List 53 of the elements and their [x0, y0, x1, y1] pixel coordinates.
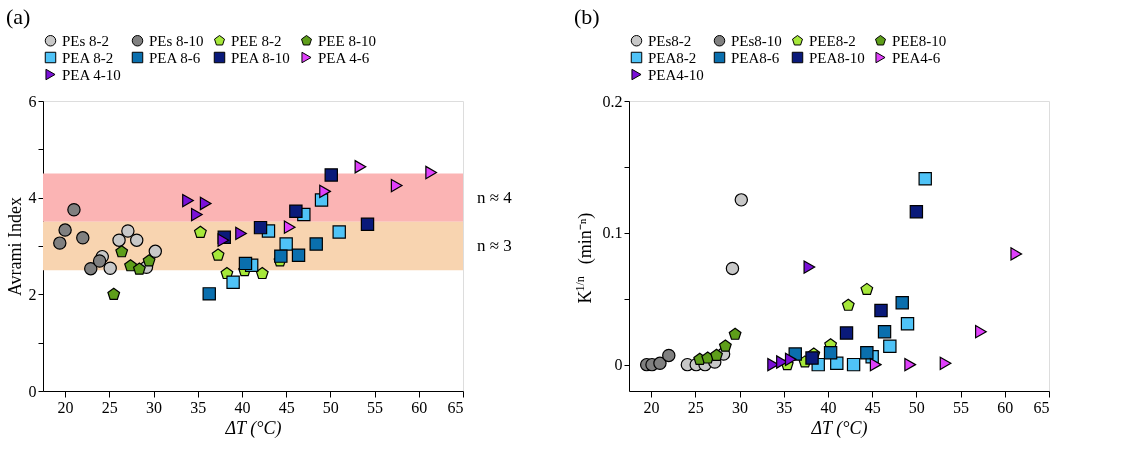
y-tick-label: 4: [28, 189, 37, 207]
legend-label: PEA 8-6: [149, 49, 201, 66]
x-tick-label: 45: [278, 398, 295, 416]
legend-label: PEA4-6: [892, 49, 941, 66]
legend-label: PEE8-2: [809, 32, 856, 49]
legend-label: PEA8-6: [731, 49, 780, 66]
legend-label: PEA8-10: [809, 49, 865, 66]
y-tick-label: 6: [28, 92, 37, 110]
y-tick-label: 2: [28, 285, 37, 303]
y-tick-label: 0.1: [602, 224, 623, 242]
legend-label: PEA 4-6: [318, 49, 370, 66]
x-tick-label: 55: [367, 398, 384, 416]
legend-label: PEs8-10: [731, 32, 782, 49]
legend-label: PEA 8-2: [62, 49, 114, 66]
legend-label: PEE 8-2: [231, 32, 282, 49]
x-tick-label: 30: [146, 398, 163, 416]
x-tick-label: 65: [447, 398, 464, 416]
x-axis-title: ΔT (°C): [810, 417, 868, 439]
x-tick-label: 60: [997, 398, 1014, 416]
x-tick-label: 60: [411, 398, 428, 416]
legend-label: PEE 8-10: [318, 32, 376, 49]
y-axis-title: K1/n (min⁻ⁿ): [573, 212, 596, 304]
x-tick-label: 55: [953, 398, 970, 416]
x-tick-label: 35: [776, 398, 793, 416]
legend-label: PEs8-2: [648, 32, 692, 49]
y-tick-label: 0.2: [602, 92, 623, 110]
legend-label: PEA 8-10: [231, 49, 290, 66]
chart-title: (b): [574, 4, 600, 29]
x-tick-label: 40: [234, 398, 251, 416]
x-tick-label: 50: [908, 398, 925, 416]
x-tick-label: 50: [322, 398, 339, 416]
x-tick-label: 25: [687, 398, 704, 416]
legend-label: PEA 4-10: [62, 66, 121, 83]
x-tick-label: 45: [864, 398, 881, 416]
x-tick-label: 35: [190, 398, 207, 416]
band-label: n ≈ 4: [477, 187, 513, 207]
legend-label: PEE8-10: [892, 32, 947, 49]
x-tick-label: 25: [101, 398, 118, 416]
legend-label: PEA4-10: [648, 66, 704, 83]
x-tick-label: 65: [1033, 398, 1050, 416]
x-tick-label: 40: [820, 398, 837, 416]
legend-label: PEs 8-2: [62, 32, 110, 49]
y-axis-title: Avrami Index: [4, 196, 25, 297]
y-tick-label: 0: [28, 382, 37, 400]
x-tick-label: 20: [643, 398, 660, 416]
y-tick-label: 0: [614, 356, 623, 374]
band-label: n ≈ 3: [477, 236, 512, 255]
x-tick-label: 30: [732, 398, 749, 416]
chart-title: (a): [6, 4, 31, 29]
legend-label: PEA8-2: [648, 49, 697, 66]
legend-label: PEs 8-10: [149, 32, 204, 49]
x-tick-label: 20: [57, 398, 74, 416]
x-axis-title: ΔT (°C): [224, 417, 282, 439]
